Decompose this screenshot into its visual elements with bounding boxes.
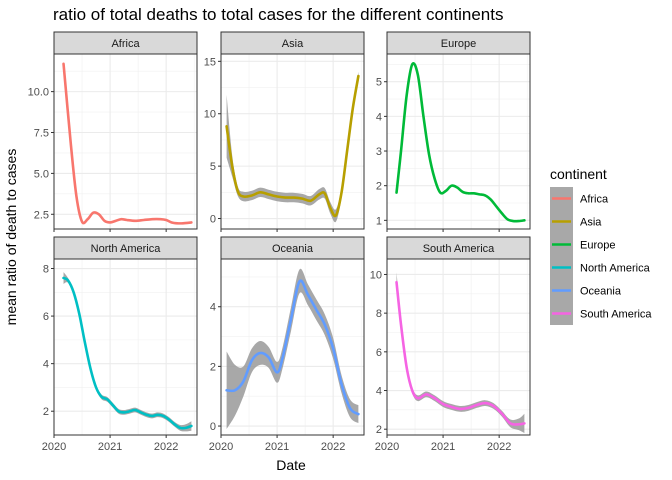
legend-label: South America [580,309,652,321]
y-tick-label: 6 [376,347,382,359]
y-axis-title: mean ratio of death to cases [3,149,19,326]
x-tick-label: 2020 [42,441,66,453]
y-tick-label: 4 [43,359,49,371]
y-tick-label: 2 [210,361,216,373]
facet-panel-asia: Asia 0 5 10 15 [204,31,365,232]
panel-background-south-america [387,259,530,435]
y-tick-label: 2.5 [34,209,49,221]
y-tick-label: 7.5 [34,128,49,140]
y-tick-label: 6 [43,311,49,323]
panel-background-oceania [221,259,364,435]
y-tick-label: 5 [210,161,216,173]
strip-label-europe: Europe [441,38,476,50]
x-tick-label: 2021 [98,441,122,453]
panel-border-asia [220,53,365,230]
y-tick-label: 10 [204,109,216,121]
y-tick-label: 0 [210,214,216,226]
facet-panel-south-america: South America 2 4 6 8 10 2020 2021 2022 [370,236,531,453]
strip-label-oceania: Oceania [272,243,314,255]
facet-panels: Africa 2.5 5.0 7.5 10.0 Asia 0 5 10 15 Europe 1 2 3 4 5… [28,31,531,453]
gridlines-europe [386,54,530,229]
strip-label-asia: Asia [282,38,304,50]
x-tick-label: 2022 [487,441,511,453]
y-tick-label: 5 [376,77,382,89]
x-tick-label: 2020 [209,441,233,453]
strip-label-south-america: South America [423,243,495,255]
panel-background-asia [221,54,364,229]
legend-item-europe: Europe [550,233,615,256]
series-line-asia [225,74,360,218]
y-tick-label: 8 [43,264,49,276]
strip-label-africa: Africa [111,38,140,50]
y-tick-label: 15 [204,56,216,68]
legend-label: North America [580,263,651,275]
legend-item-oceania: Oceania [550,279,622,302]
legend-title: continent [550,166,607,182]
panel-background-europe [387,54,530,229]
y-tick-label: 2 [43,406,49,418]
y-tick-label: 4 [376,386,382,398]
y-tick-label: 4 [210,302,216,314]
series-line-africa [62,62,193,225]
series-line-oceania [225,279,360,416]
legend-item-south-america: South America [550,302,652,325]
y-tick-label: 0 [210,421,216,433]
legend-label: Europe [580,240,615,252]
y-tick-label: 10.0 [28,87,49,99]
legend-item-africa: Africa [550,187,609,210]
facet-panel-oceania: Oceania 0 2 4 2020 2021 2022 [209,236,365,453]
panel-border-europe [386,53,531,230]
y-tick-label: 10 [370,269,382,281]
y-tick-label: 2 [376,424,382,436]
panel-background-north-america [54,259,197,435]
panel-border-south-america [386,258,531,436]
series-line-south-america [395,280,526,426]
panel-border-oceania [220,258,365,436]
y-tick-label: 4 [376,111,382,123]
panel-border-north-america [53,258,198,436]
facet-panel-north-america: North America 2 4 6 8 2020 2021 2022 [42,236,198,453]
y-tick-label: 5.0 [34,168,49,180]
facet-panel-europe: Europe 1 2 3 4 5 [376,31,531,232]
panel-border-africa [53,53,198,230]
x-tick-label: 2022 [321,441,345,453]
x-tick-label: 2021 [265,441,289,453]
legend-label: Oceania [580,286,622,298]
x-tick-label: 2022 [154,441,178,453]
y-tick-label: 1 [376,215,382,227]
y-tick-label: 3 [376,146,382,158]
legend-label: Africa [580,194,609,206]
y-tick-label: 8 [376,308,382,320]
legend-items: Africa Asia Europe North America Oceania Sout… [550,187,652,325]
x-tick-label: 2020 [375,441,399,453]
series-line-europe [395,62,526,223]
confidence-band-south-america [396,272,525,434]
chart-title: ratio of total deaths to total cases for… [53,5,503,24]
legend-item-asia: Asia [550,210,602,233]
x-axis-title: Date [276,457,306,473]
x-tick-label: 2021 [431,441,455,453]
panel-background-africa [54,54,197,229]
y-tick-label: 2 [376,181,382,193]
legend-label: Asia [580,217,602,229]
strip-label-north-america: North America [91,243,162,255]
series-line-north-america [62,276,193,430]
legend-item-north-america: North America [550,256,651,279]
legend: continent Africa Asia Europe North America O… [550,166,652,325]
facet-panel-africa: Africa 2.5 5.0 7.5 10.0 [28,31,198,232]
